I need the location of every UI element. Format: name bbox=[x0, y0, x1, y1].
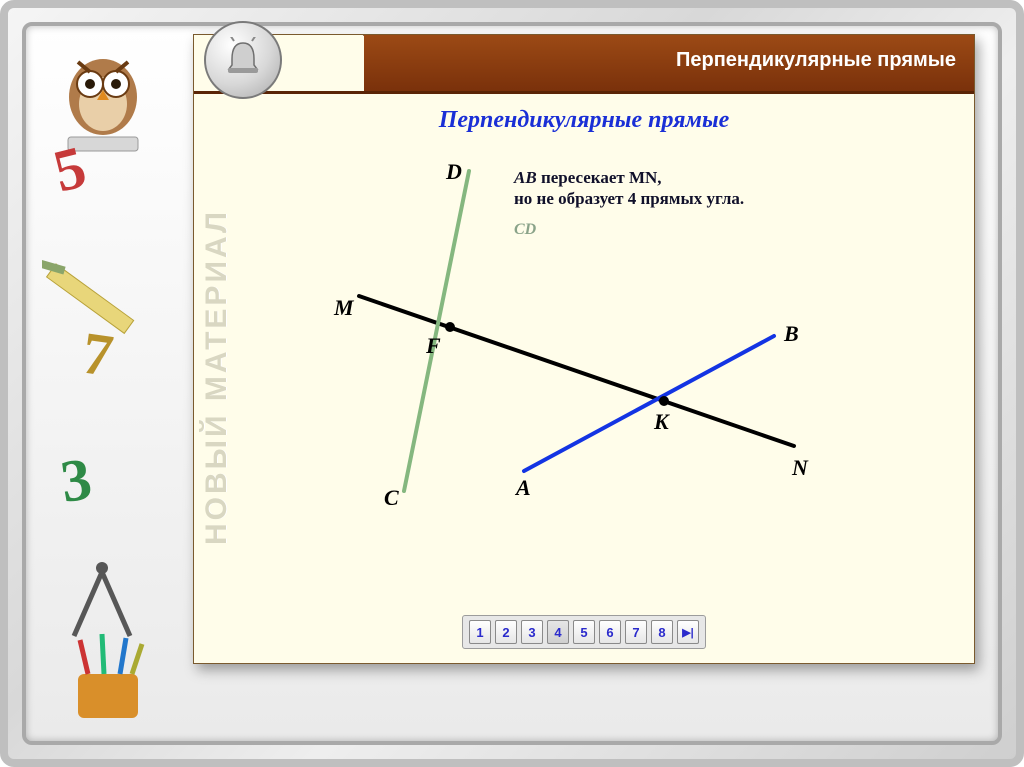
line-AB bbox=[524, 336, 774, 471]
label-D: D bbox=[445, 159, 462, 184]
label-C: C bbox=[384, 485, 399, 510]
pager-page-1[interactable]: 1 bbox=[469, 620, 491, 644]
sidebar-number: 7 bbox=[78, 320, 117, 390]
pager-page-2[interactable]: 2 bbox=[495, 620, 517, 644]
pager-page-4[interactable]: 4 bbox=[547, 620, 569, 644]
point-F bbox=[445, 322, 455, 332]
point-K bbox=[659, 396, 669, 406]
card-header: Перпендикулярные прямые bbox=[194, 35, 974, 94]
sidebar-number: 3 bbox=[57, 445, 96, 515]
label-M: M bbox=[333, 295, 355, 320]
sidebar: 5 7 3 bbox=[42, 42, 182, 732]
sidebar-number: 5 bbox=[47, 133, 92, 204]
pager-page-3[interactable]: 3 bbox=[521, 620, 543, 644]
label-N: N bbox=[791, 455, 809, 480]
label-F: F bbox=[425, 333, 441, 358]
header-title: Перпендикулярные прямые bbox=[676, 49, 956, 72]
geometry-diagram: M N D C A B F K bbox=[194, 91, 974, 611]
line-MN bbox=[359, 296, 794, 446]
pager: 12345678▶| bbox=[462, 615, 706, 649]
app-frame: 5 7 3 bbox=[0, 0, 1024, 767]
label-K: K bbox=[653, 409, 670, 434]
sidebar-art: 5 7 3 bbox=[42, 42, 182, 732]
pager-page-8[interactable]: 8 bbox=[651, 620, 673, 644]
pager-next[interactable]: ▶| bbox=[677, 620, 699, 644]
bell-icon bbox=[204, 21, 282, 99]
lesson-card: Перпендикулярные прямые НОВЫЙ МАТЕРИАЛ П… bbox=[193, 34, 975, 664]
pager-page-7[interactable]: 7 bbox=[625, 620, 647, 644]
label-A: A bbox=[514, 475, 531, 500]
pager-page-5[interactable]: 5 bbox=[573, 620, 595, 644]
pager-page-6[interactable]: 6 bbox=[599, 620, 621, 644]
label-B: B bbox=[783, 321, 799, 346]
